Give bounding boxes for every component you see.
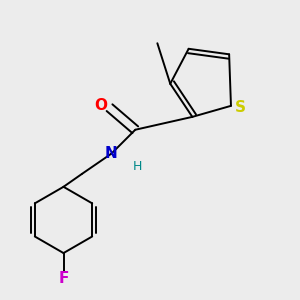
Text: O: O — [94, 98, 107, 113]
Text: H: H — [132, 160, 142, 173]
Text: S: S — [235, 100, 246, 115]
Text: N: N — [105, 146, 118, 161]
Text: F: F — [58, 271, 69, 286]
